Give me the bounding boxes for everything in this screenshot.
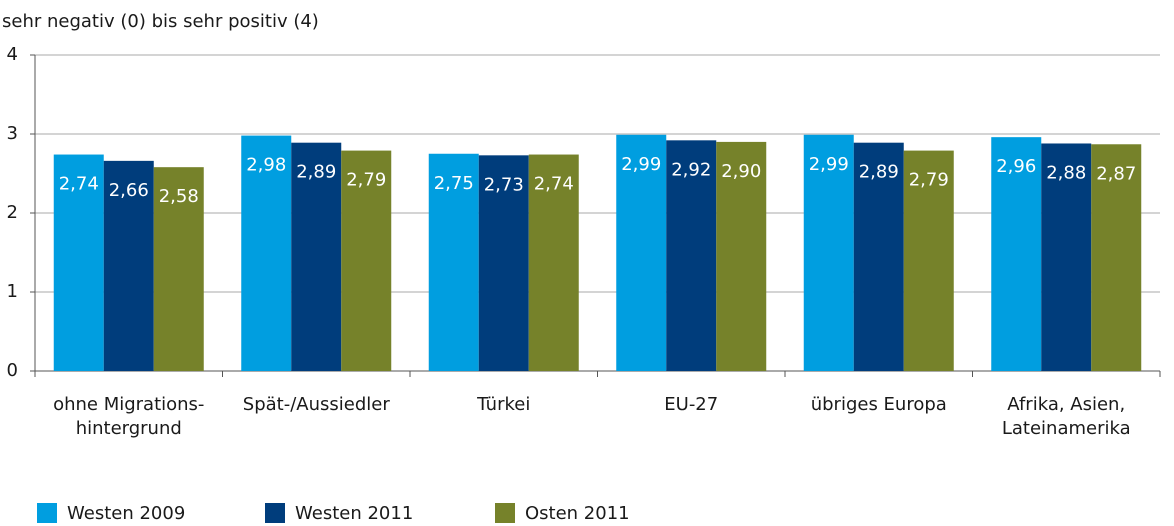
bar (153, 167, 204, 371)
bar (341, 150, 392, 371)
bar (478, 155, 529, 371)
bar (1041, 143, 1092, 371)
value-label: 2,88 (1046, 162, 1086, 183)
legend-label: Westen 2011 (295, 503, 413, 524)
bar (241, 135, 292, 371)
value-label: 2,89 (296, 162, 336, 183)
legend-swatch (495, 503, 515, 523)
bar (616, 134, 667, 371)
bar (666, 140, 717, 371)
value-label: 2,98 (246, 155, 286, 176)
y-tick-label: 3 (7, 123, 18, 144)
y-tick-label: 4 (7, 44, 18, 65)
value-label: 2,96 (996, 156, 1036, 177)
value-label: 2,79 (909, 170, 949, 191)
bar (716, 141, 767, 371)
y-axis-label: sehr negativ (0) bis sehr positiv (4) (2, 11, 319, 32)
value-label: 2,75 (434, 173, 474, 194)
x-tick-label: Afrika, Asien, Lateinamerika (1001, 394, 1131, 439)
value-label: 2,87 (1096, 163, 1136, 184)
legend-label: Westen 2009 (67, 503, 185, 524)
value-label: 2,79 (346, 170, 386, 191)
value-label: 2,90 (721, 161, 761, 182)
bar (291, 142, 342, 371)
bar (853, 142, 904, 371)
y-tick-label: 2 (7, 202, 18, 223)
x-tick-label: EU-27 (664, 394, 719, 415)
bar (903, 150, 954, 371)
bar (53, 154, 104, 371)
x-tick-label: ohne Migrations- hintergrund (53, 394, 205, 439)
legend-swatch (265, 503, 285, 523)
value-label: 2,99 (809, 154, 849, 175)
value-label: 2,74 (59, 174, 99, 195)
value-label: 2,92 (671, 159, 711, 180)
legend-swatch (37, 503, 57, 523)
value-label: 2,99 (621, 154, 661, 175)
x-tick-label: übriges Europa (810, 394, 947, 415)
bar (803, 134, 854, 371)
y-tick-label: 1 (7, 281, 18, 302)
value-label: 2,58 (159, 186, 199, 207)
x-tick-label: Spät-/Aussiedler (242, 394, 390, 415)
bar (1091, 144, 1142, 371)
bar (428, 153, 479, 371)
value-label: 2,89 (859, 162, 899, 183)
bar (103, 160, 154, 371)
value-label: 2,73 (484, 174, 524, 195)
value-label: 2,74 (534, 174, 574, 195)
x-tick-label: Türkei (477, 394, 531, 415)
value-label: 2,66 (109, 180, 149, 201)
legend-label: Osten 2011 (525, 503, 630, 524)
bar (991, 137, 1042, 371)
y-tick-label: 0 (7, 360, 18, 381)
bar (528, 154, 579, 371)
